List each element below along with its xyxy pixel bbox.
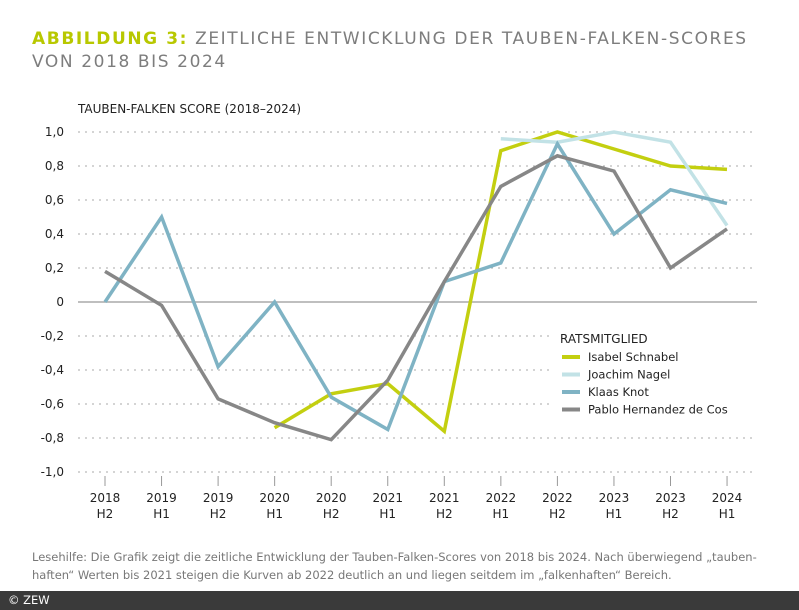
- legend-background: [552, 328, 752, 428]
- y-axis-label: TAUBEN-FALKEN SCORE (2018–2024): [77, 102, 301, 116]
- x-tick-label-year: 2023: [655, 491, 686, 505]
- x-tick-label-year: 2020: [259, 491, 290, 505]
- x-tick-label-year: 2023: [599, 491, 630, 505]
- x-tick-label-half: H2: [210, 507, 227, 521]
- y-tick-label: 0,2: [45, 261, 64, 275]
- x-tick-label-half: H2: [97, 507, 114, 521]
- x-tick-label-year: 2019: [146, 491, 177, 505]
- y-tick-label: -0,2: [41, 329, 64, 343]
- legend-label: Isabel Schnabel: [588, 350, 678, 364]
- y-tick-label: -0,6: [41, 397, 64, 411]
- legend-label: Joachim Nagel: [587, 368, 670, 382]
- line-chart: TAUBEN-FALKEN SCORE (2018–2024) 1,0 0,8 0,6…: [41, 102, 757, 521]
- series-line-joachim-nagel: [500, 130, 729, 227]
- x-tick-label-year: 2024: [712, 491, 743, 505]
- x-tick-label-year: 2019: [203, 491, 234, 505]
- x-tick-label-year: 2020: [316, 491, 347, 505]
- x-tick-label-half: H2: [436, 507, 453, 521]
- x-tick-label-half: H2: [549, 507, 566, 521]
- x-tick-label-half: H1: [379, 507, 396, 521]
- series-line-isabel-schnabel: [273, 130, 728, 435]
- legend-label: Pablo Hernandez de Cos: [588, 403, 728, 417]
- caption: Lesehilfe: Die Grafik zeigt die zeitlich…: [32, 550, 757, 582]
- series-line-pablo-hernandez-de-cos: [104, 153, 728, 442]
- y-tick-label: 0,8: [45, 159, 64, 173]
- y-tick-label: -0,8: [41, 431, 64, 445]
- figure-number: ABBILDUNG 3:: [32, 29, 189, 49]
- footer-bar: © ZEW: [0, 591, 799, 610]
- x-tick-label-half: H1: [606, 507, 623, 521]
- legend-title: RATSMITGLIED: [560, 332, 648, 346]
- copyright: © ZEW: [8, 593, 50, 607]
- x-tick-label-half: H1: [266, 507, 283, 521]
- x-tick-label-year: 2021: [429, 491, 460, 505]
- y-tick-label: 0,6: [45, 193, 64, 207]
- y-tick-label: 1,0: [45, 125, 64, 139]
- x-tick-label-half: H1: [493, 507, 510, 521]
- x-tick-label-half: H1: [719, 507, 736, 521]
- y-tick-label: 0,4: [45, 227, 64, 241]
- x-tick-label-half: H1: [153, 507, 170, 521]
- x-tick-label-half: H2: [662, 507, 679, 521]
- y-tick-label: -0,4: [41, 363, 64, 377]
- y-tick-label: -1,0: [41, 465, 64, 479]
- figure-title-text: ZEITLICHE ENTWICKLUNG DER TAUBEN-FALKEN-…: [32, 29, 748, 72]
- legend-label: Klaas Knot: [588, 385, 649, 399]
- series-line-klaas-knot: [103, 140, 728, 433]
- x-tick-label-half: H2: [323, 507, 340, 521]
- x-tick-label-year: 2022: [486, 491, 517, 505]
- x-tick-label-year: 2021: [372, 491, 403, 505]
- x-tick-label-year: 2022: [542, 491, 573, 505]
- y-tick-label: 0: [56, 295, 64, 309]
- x-tick-label-year: 2018: [90, 491, 121, 505]
- figure-title: ABBILDUNG 3: ZEITLICHE ENTWICKLUNG DER T…: [32, 28, 772, 74]
